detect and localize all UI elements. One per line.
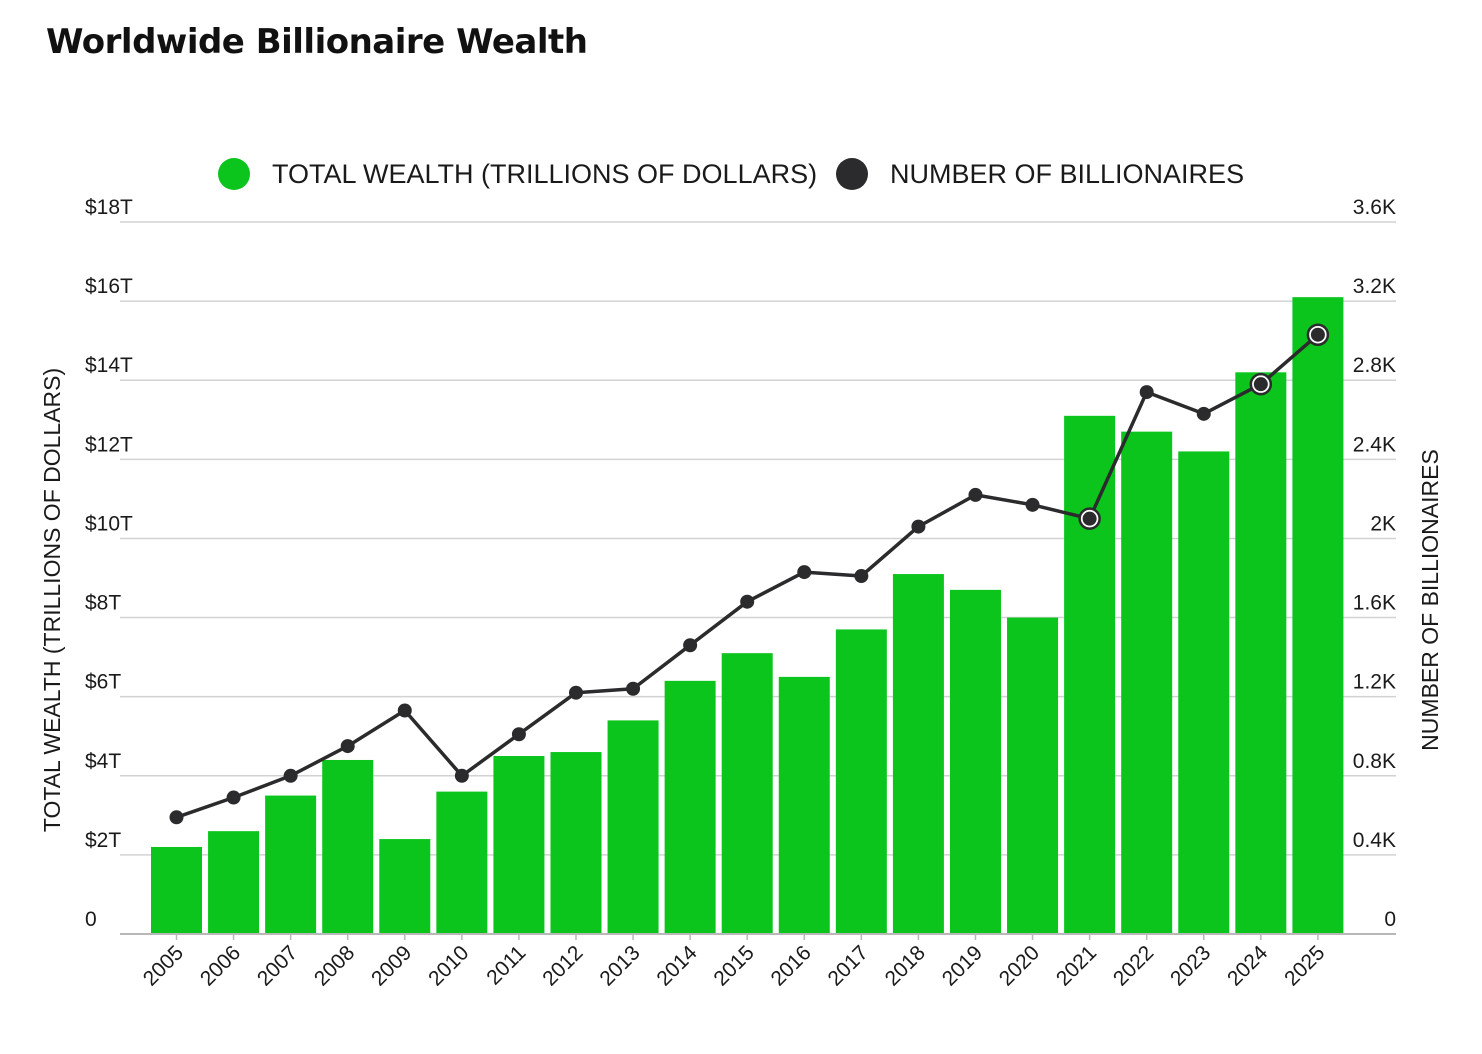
bar-2009 [379, 839, 431, 934]
left-y-axis-ticks: 0 $2T $4T $6T $8T $10T $12T $14T $16T $18T [85, 196, 133, 931]
point-2018 [911, 519, 926, 534]
x-axis-ticks: 2005 2006 2007 2008 2009 2010 2011 2012 2013 2014… [139, 934, 1329, 991]
right-y-tick-label: 2.8K [1353, 354, 1396, 377]
x-tick-label: 2020 [995, 941, 1044, 990]
left-y-tick-label: $16T [85, 275, 133, 298]
billionaires-line [169, 323, 1330, 825]
point-2012 [568, 685, 583, 700]
x-tick-label: 2018 [881, 941, 930, 990]
bar-2007 [265, 795, 317, 934]
left-y-tick-label: $8T [85, 592, 121, 615]
left-y-tick-label: $6T [85, 671, 121, 694]
point-2005 [169, 810, 184, 825]
right-y-tick-label: 2.4K [1353, 433, 1396, 456]
point-2008 [340, 739, 355, 754]
x-tick-label: 2014 [652, 941, 702, 991]
left-y-tick-label: $18T [85, 196, 133, 219]
left-y-tick-label: $14T [85, 354, 133, 377]
left-y-tick-label: $12T [85, 433, 133, 456]
legend-item-total-wealth: TOTAL WEALTH (TRILLIONS OF DOLLARS) [218, 152, 817, 196]
x-tick-label: 2015 [709, 941, 758, 990]
left-y-tick-label: $2T [85, 829, 121, 852]
point-2019 [968, 487, 983, 502]
point-2023 [1196, 406, 1211, 421]
x-tick-label: 2016 [767, 941, 816, 990]
bar-2016 [778, 676, 830, 934]
point-2021 [1082, 511, 1097, 526]
x-tick-label: 2012 [538, 941, 587, 990]
bar-2013 [607, 720, 659, 934]
point-2014 [683, 638, 698, 653]
bar-2008 [322, 759, 374, 934]
left-y-tick-label: $10T [85, 512, 133, 535]
bar-2017 [835, 629, 887, 934]
point-2024 [1253, 377, 1268, 392]
right-y-tick-label: 2K [1370, 512, 1396, 535]
legend-label-number-of-billionaires: NUMBER OF BILLIONAIRES [890, 158, 1245, 189]
bar-2011 [493, 756, 545, 934]
bar-2021 [1064, 415, 1116, 934]
x-tick-label: 2008 [310, 941, 359, 990]
right-y-tick-label: 0 [1384, 908, 1396, 931]
point-2022 [1139, 385, 1154, 400]
x-tick-label: 2017 [824, 941, 873, 990]
bar-2010 [436, 791, 488, 934]
right-y-axis-label: NUMBER OF BILLIONAIRES [1417, 449, 1443, 751]
point-2007 [283, 768, 298, 783]
point-2011 [511, 727, 526, 742]
right-y-tick-label: 3.2K [1353, 275, 1396, 298]
x-tick-label: 2025 [1280, 941, 1329, 990]
x-tick-label: 2019 [938, 941, 987, 990]
point-2016 [797, 565, 812, 580]
bar-2020 [1007, 617, 1059, 934]
right-y-tick-label: 0.4K [1353, 829, 1396, 852]
left-y-tick-label: 0 [85, 908, 97, 931]
chart-legend: TOTAL WEALTH (TRILLIONS OF DOLLARS) NUMB… [0, 152, 1482, 196]
x-tick-label: 2024 [1223, 941, 1273, 991]
x-tick-label: 2013 [595, 941, 644, 990]
bar-2014 [664, 680, 716, 934]
x-tick-label: 2006 [196, 941, 245, 990]
bar-2006 [208, 831, 260, 934]
bar-2023 [1178, 451, 1230, 934]
x-tick-label: 2009 [367, 941, 416, 990]
x-tick-label: 2023 [1166, 941, 1215, 990]
bar-2025 [1292, 297, 1344, 935]
legend-swatch-total-wealth [218, 158, 250, 190]
left-y-axis-label: TOTAL WEALTH (TRILLIONS OF DOLLARS) [39, 368, 65, 832]
point-2020 [1025, 497, 1040, 512]
x-tick-label: 2005 [139, 941, 188, 990]
point-2017 [854, 569, 869, 584]
chart-title: Worldwide Billionaire Wealth [46, 22, 588, 62]
x-tick-label: 2011 [482, 941, 530, 989]
x-tick-label: 2007 [253, 941, 302, 990]
point-2025 [1310, 327, 1325, 342]
right-y-tick-label: 1.2K [1353, 671, 1396, 694]
left-y-tick-label: $4T [85, 750, 121, 773]
bar-2024 [1235, 372, 1287, 934]
point-2015 [740, 594, 755, 609]
bar-2005 [151, 846, 202, 934]
x-tick-label: 2010 [424, 941, 473, 990]
wealth-bars [151, 297, 1344, 935]
right-y-tick-label: 1.6K [1353, 592, 1396, 615]
right-y-axis-ticks: 0 0.4K 0.8K 1.2K 1.6K 2K 2.4K 2.8K 3.2K 3.6K [1353, 196, 1396, 931]
bar-2015 [721, 653, 773, 934]
bar-2022 [1121, 431, 1173, 934]
bar-2018 [892, 574, 944, 934]
point-2013 [626, 681, 641, 696]
right-y-tick-label: 0.8K [1353, 750, 1396, 773]
bar-2012 [550, 752, 602, 934]
legend-swatch-number-of-billionaires [836, 158, 868, 190]
x-tick-label: 2022 [1109, 941, 1158, 990]
legend-label-total-wealth: TOTAL WEALTH (TRILLIONS OF DOLLARS) [272, 158, 818, 189]
point-2006 [226, 790, 241, 805]
legend-item-number-of-billionaires: NUMBER OF BILLIONAIRES [836, 152, 1244, 196]
right-y-tick-label: 3.6K [1353, 196, 1396, 219]
point-2010 [454, 768, 469, 783]
bar-2019 [949, 589, 1001, 934]
point-2009 [397, 703, 412, 718]
x-tick-label: 2021 [1052, 941, 1101, 990]
